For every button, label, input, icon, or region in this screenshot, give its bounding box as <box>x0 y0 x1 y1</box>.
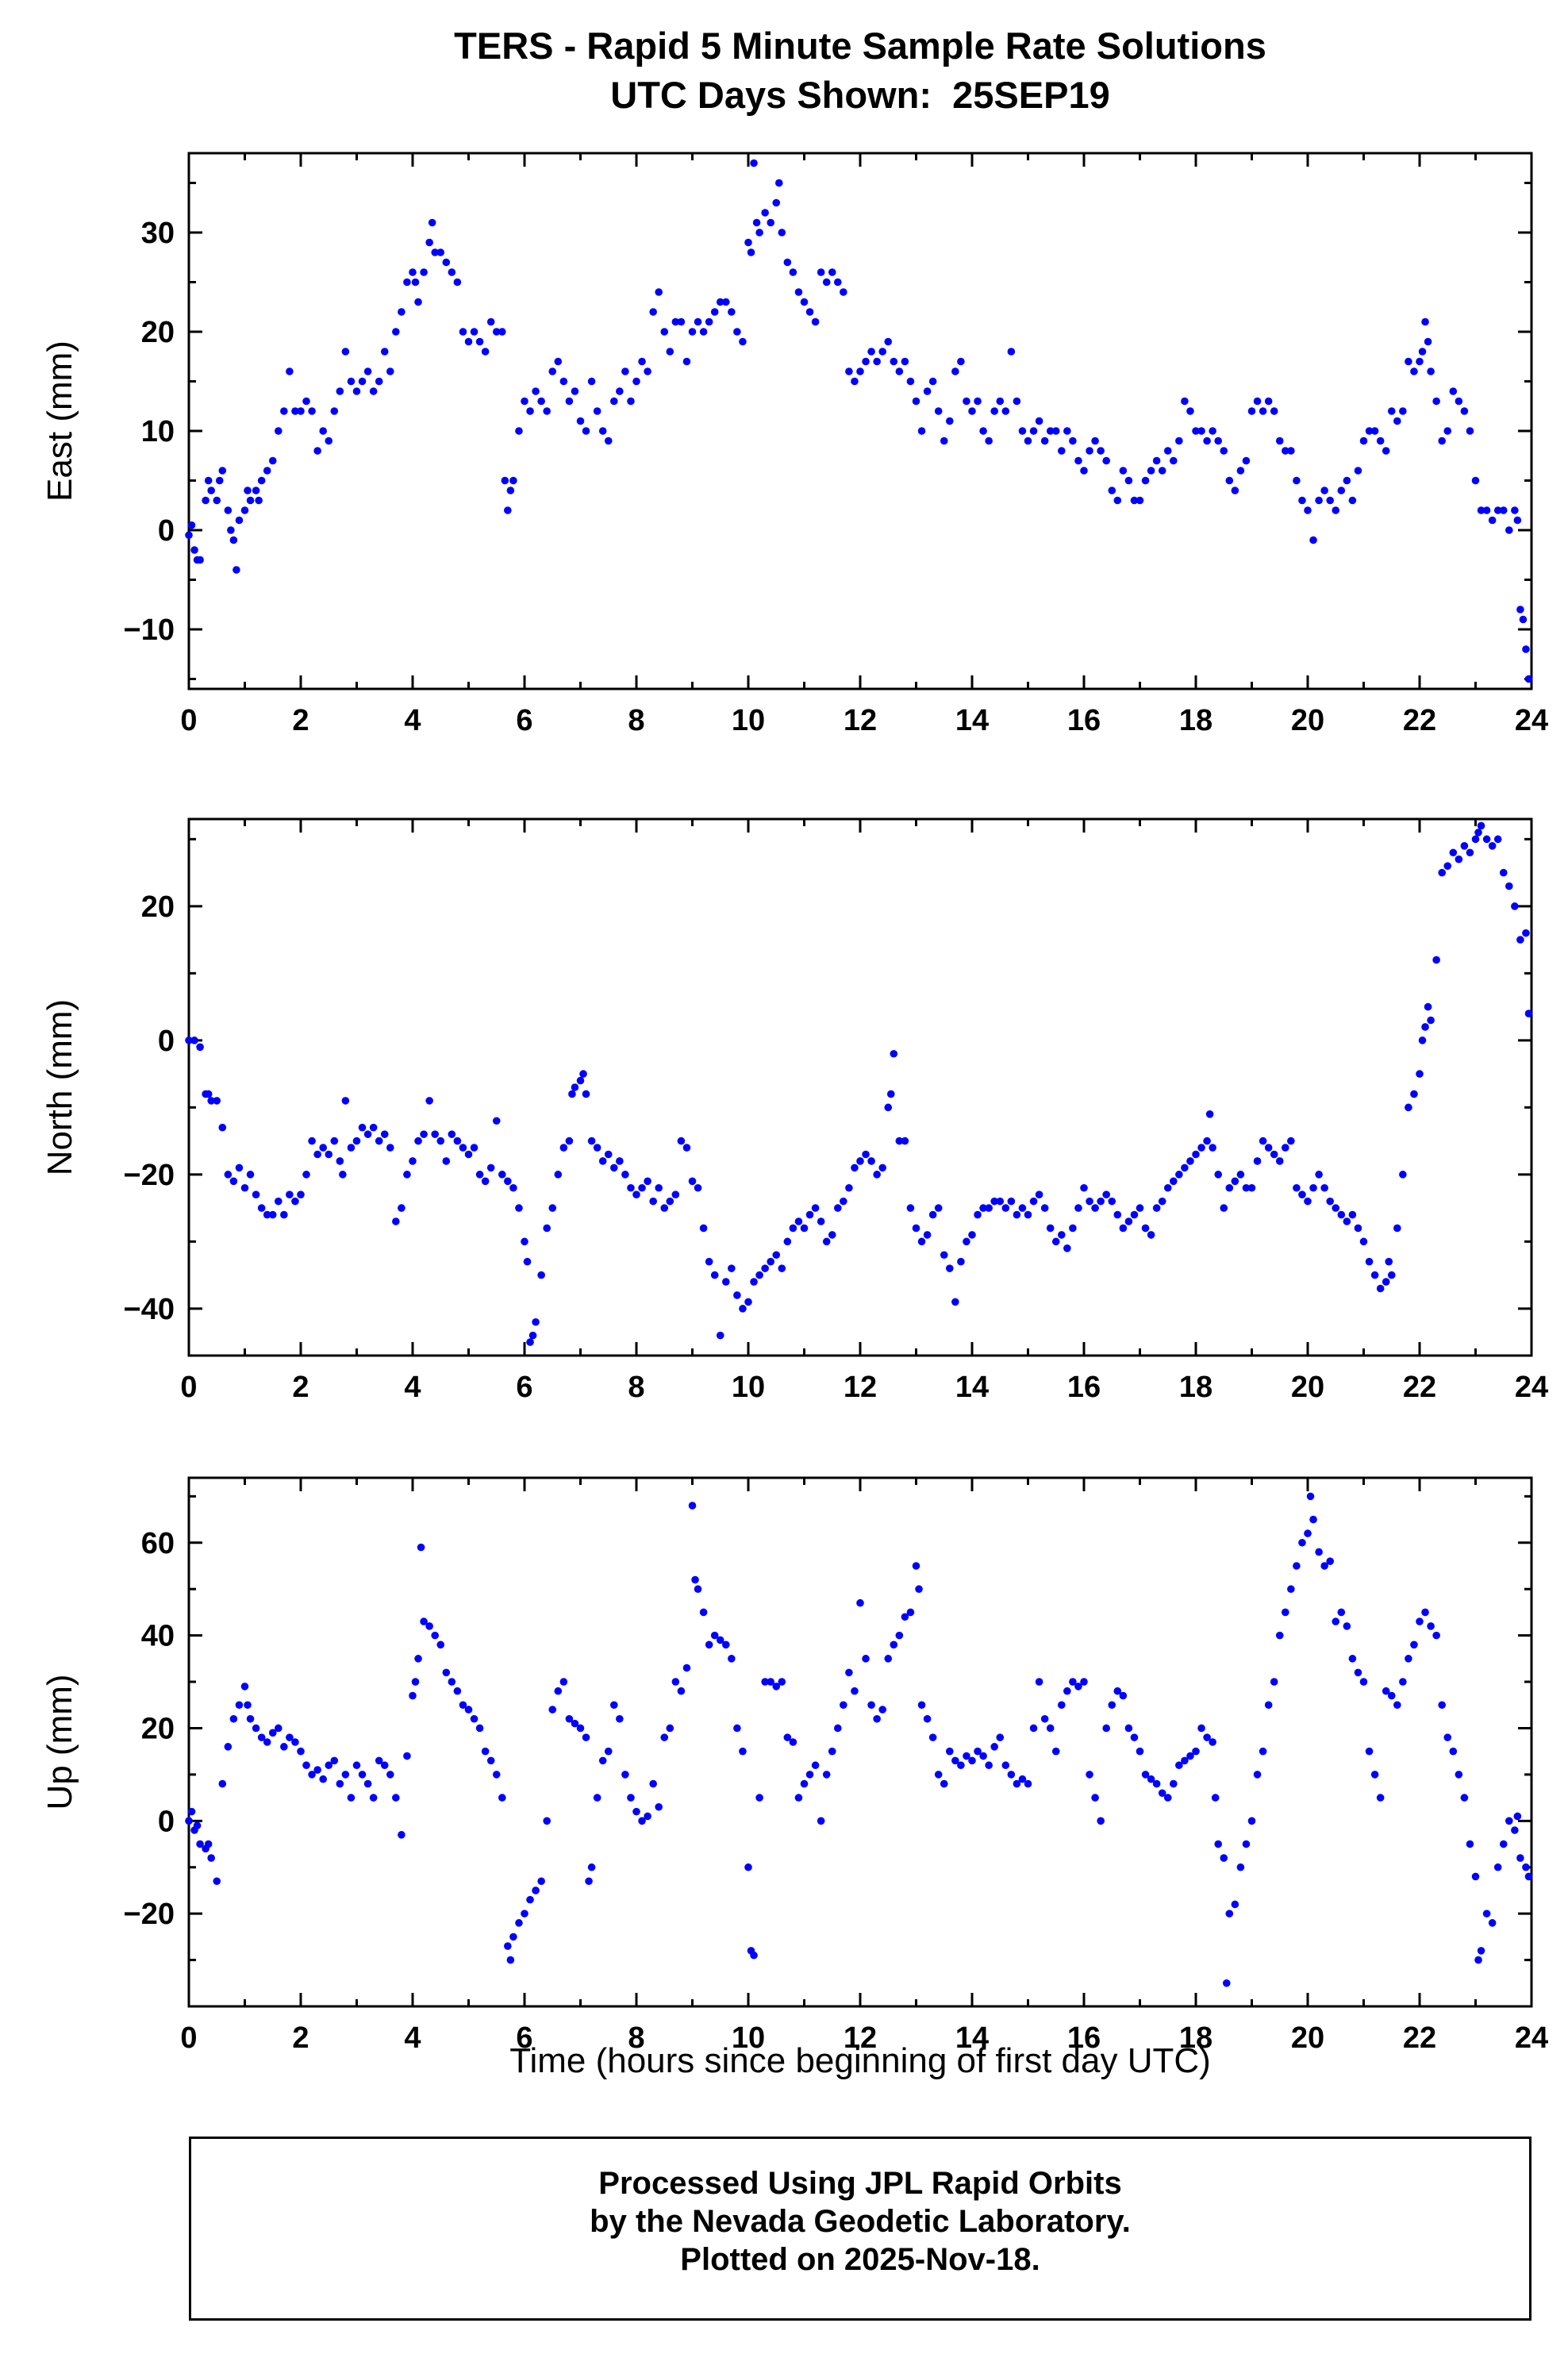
footer-box: Processed Using JPL Rapid Orbits by the … <box>189 2137 1531 2321</box>
svg-text:16: 16 <box>1067 2021 1101 2055</box>
svg-text:2: 2 <box>292 1371 309 1404</box>
svg-text:2: 2 <box>292 2021 309 2055</box>
svg-text:14: 14 <box>955 1371 989 1404</box>
svg-text:40: 40 <box>141 1620 175 1653</box>
svg-text:24: 24 <box>1515 1371 1548 1404</box>
svg-text:−40: −40 <box>124 1293 175 1326</box>
north-axis-title: North (mm) <box>40 999 79 1175</box>
svg-text:18: 18 <box>1179 704 1213 737</box>
up-axis-title: Up (mm) <box>40 1674 79 1810</box>
svg-text:18: 18 <box>1179 1371 1213 1404</box>
svg-text:4: 4 <box>404 1371 421 1404</box>
svg-text:22: 22 <box>1403 1371 1436 1404</box>
svg-text:0: 0 <box>158 1805 175 1838</box>
svg-text:20: 20 <box>141 1712 175 1745</box>
svg-text:0: 0 <box>180 2021 197 2055</box>
svg-text:60: 60 <box>141 1527 175 1560</box>
svg-text:6: 6 <box>516 1371 532 1404</box>
svg-text:20: 20 <box>141 316 175 349</box>
svg-text:−10: −10 <box>124 613 175 647</box>
chart-title-line2: UTC Days Shown: 25SEP19 <box>610 74 1110 116</box>
svg-text:4: 4 <box>404 2021 421 2055</box>
svg-text:10: 10 <box>732 1371 765 1404</box>
svg-text:10: 10 <box>732 2021 765 2055</box>
svg-text:12: 12 <box>844 704 877 737</box>
footer-line-1: Processed Using JPL Rapid Orbits <box>598 2166 1122 2201</box>
svg-text:20: 20 <box>1291 2021 1324 2055</box>
svg-text:2: 2 <box>292 704 309 737</box>
svg-text:10: 10 <box>141 415 175 448</box>
svg-text:20: 20 <box>141 890 175 924</box>
svg-text:−20: −20 <box>124 1159 175 1192</box>
svg-text:8: 8 <box>628 704 644 737</box>
svg-text:24: 24 <box>1515 2021 1548 2055</box>
footer-line-2: by the Nevada Geodetic Laboratory. <box>590 2204 1131 2239</box>
svg-text:30: 30 <box>141 217 175 250</box>
svg-text:16: 16 <box>1067 1371 1101 1404</box>
svg-text:6: 6 <box>516 2021 532 2055</box>
svg-text:22: 22 <box>1403 2021 1436 2055</box>
svg-text:0: 0 <box>158 1025 175 1058</box>
svg-text:10: 10 <box>732 704 765 737</box>
svg-text:−20: −20 <box>124 1898 175 1931</box>
footer-line-3: Plotted on 2025-Nov-18. <box>680 2242 1040 2277</box>
svg-text:0: 0 <box>180 704 197 737</box>
svg-text:16: 16 <box>1067 704 1101 737</box>
svg-text:14: 14 <box>955 704 989 737</box>
svg-text:0: 0 <box>180 1371 197 1404</box>
svg-text:6: 6 <box>516 704 532 737</box>
chart-title-line1: TERS - Rapid 5 Minute Sample Rate Soluti… <box>454 25 1266 67</box>
east-axis-title: East (mm) <box>40 340 79 502</box>
svg-text:12: 12 <box>844 2021 877 2055</box>
svg-text:24: 24 <box>1515 704 1548 737</box>
svg-text:20: 20 <box>1291 1371 1324 1404</box>
svg-text:4: 4 <box>404 704 421 737</box>
svg-text:14: 14 <box>955 2021 989 2055</box>
svg-text:18: 18 <box>1179 2021 1213 2055</box>
svg-text:12: 12 <box>844 1371 877 1404</box>
x-axis-title: Time (hours since beginning of first day… <box>509 2041 1211 2080</box>
svg-text:22: 22 <box>1403 704 1436 737</box>
svg-text:8: 8 <box>628 2021 644 2055</box>
svg-text:8: 8 <box>628 1371 644 1404</box>
svg-text:0: 0 <box>158 514 175 548</box>
svg-text:20: 20 <box>1291 704 1324 737</box>
